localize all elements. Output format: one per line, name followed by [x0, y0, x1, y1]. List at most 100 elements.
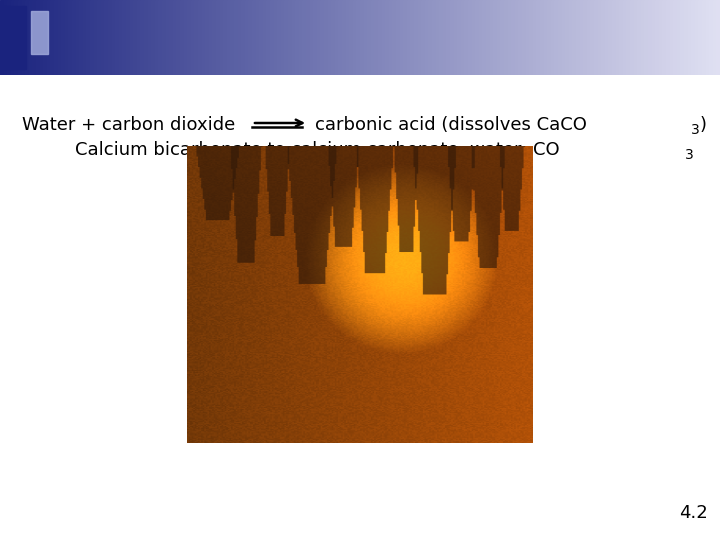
Bar — [698, 0, 703, 75]
Bar — [392, 0, 397, 75]
Bar — [155, 0, 159, 75]
Bar — [601, 0, 606, 75]
Bar — [130, 0, 134, 75]
Bar — [468, 0, 472, 75]
Bar — [29, 0, 33, 75]
Bar — [594, 0, 598, 75]
Bar — [540, 0, 544, 75]
Bar — [630, 0, 634, 75]
Bar — [605, 0, 609, 75]
Bar — [666, 0, 670, 75]
Bar — [518, 0, 523, 75]
Text: 4.2: 4.2 — [679, 504, 708, 522]
Bar — [281, 0, 285, 75]
Bar — [436, 0, 440, 75]
Bar — [4, 0, 8, 75]
Bar — [356, 0, 361, 75]
Bar — [101, 0, 105, 75]
Bar — [680, 0, 685, 75]
Bar — [79, 0, 84, 75]
Bar — [7, 0, 12, 75]
Bar — [342, 0, 346, 75]
Bar — [407, 0, 411, 75]
Bar — [598, 0, 602, 75]
Bar — [587, 0, 591, 75]
Bar — [522, 0, 526, 75]
Bar — [259, 0, 264, 75]
Bar — [576, 0, 580, 75]
Bar — [104, 0, 109, 75]
Bar — [486, 0, 490, 75]
Bar — [61, 0, 66, 75]
Bar — [3, 6, 27, 69]
Bar — [209, 0, 213, 75]
Bar — [659, 0, 663, 75]
Bar — [83, 0, 87, 75]
Bar — [713, 0, 717, 75]
Text: ): ) — [700, 116, 707, 134]
Bar — [30, 10, 48, 54]
Bar — [277, 0, 282, 75]
Bar — [446, 0, 451, 75]
Bar — [324, 0, 328, 75]
Bar — [508, 0, 512, 75]
Bar — [493, 0, 498, 75]
Bar — [212, 0, 217, 75]
Bar — [425, 0, 429, 75]
Bar — [140, 0, 145, 75]
Bar — [97, 0, 102, 75]
Bar — [454, 0, 458, 75]
Bar — [25, 0, 30, 75]
Bar — [338, 0, 343, 75]
Bar — [112, 0, 116, 75]
Bar — [11, 0, 15, 75]
Bar — [378, 0, 382, 75]
Bar — [32, 0, 37, 75]
Text: Stalactite Formation: Stalactite Formation — [261, 51, 459, 70]
Bar — [126, 0, 130, 75]
Bar — [374, 0, 379, 75]
Bar — [652, 0, 656, 75]
Bar — [58, 0, 62, 75]
Bar — [14, 0, 19, 75]
Bar — [252, 0, 256, 75]
Bar — [353, 0, 357, 75]
Bar — [558, 0, 562, 75]
Bar — [284, 0, 289, 75]
Bar — [205, 0, 210, 75]
Bar — [191, 0, 195, 75]
Bar — [194, 0, 199, 75]
Bar — [504, 0, 508, 75]
Bar — [367, 0, 372, 75]
Bar — [331, 0, 336, 75]
Bar — [450, 0, 454, 75]
Bar — [536, 0, 541, 75]
Text: 3: 3 — [685, 148, 694, 162]
Bar — [364, 0, 368, 75]
Bar — [18, 0, 22, 75]
Bar — [108, 0, 112, 75]
Bar — [479, 0, 483, 75]
Bar — [90, 0, 94, 75]
Bar — [709, 0, 714, 75]
Bar — [644, 0, 649, 75]
Bar — [295, 0, 300, 75]
Bar — [270, 0, 274, 75]
Bar — [691, 0, 696, 75]
Bar — [263, 0, 267, 75]
Bar — [637, 0, 642, 75]
Bar — [76, 0, 80, 75]
Bar — [572, 0, 577, 75]
Bar — [655, 0, 660, 75]
Bar — [421, 0, 426, 75]
Bar — [274, 0, 278, 75]
Bar — [396, 0, 400, 75]
Bar — [288, 0, 292, 75]
Bar — [173, 0, 177, 75]
Bar — [371, 0, 375, 75]
Bar — [482, 0, 487, 75]
Bar — [428, 0, 433, 75]
Bar — [43, 0, 48, 75]
Bar — [169, 0, 174, 75]
Bar — [230, 0, 235, 75]
